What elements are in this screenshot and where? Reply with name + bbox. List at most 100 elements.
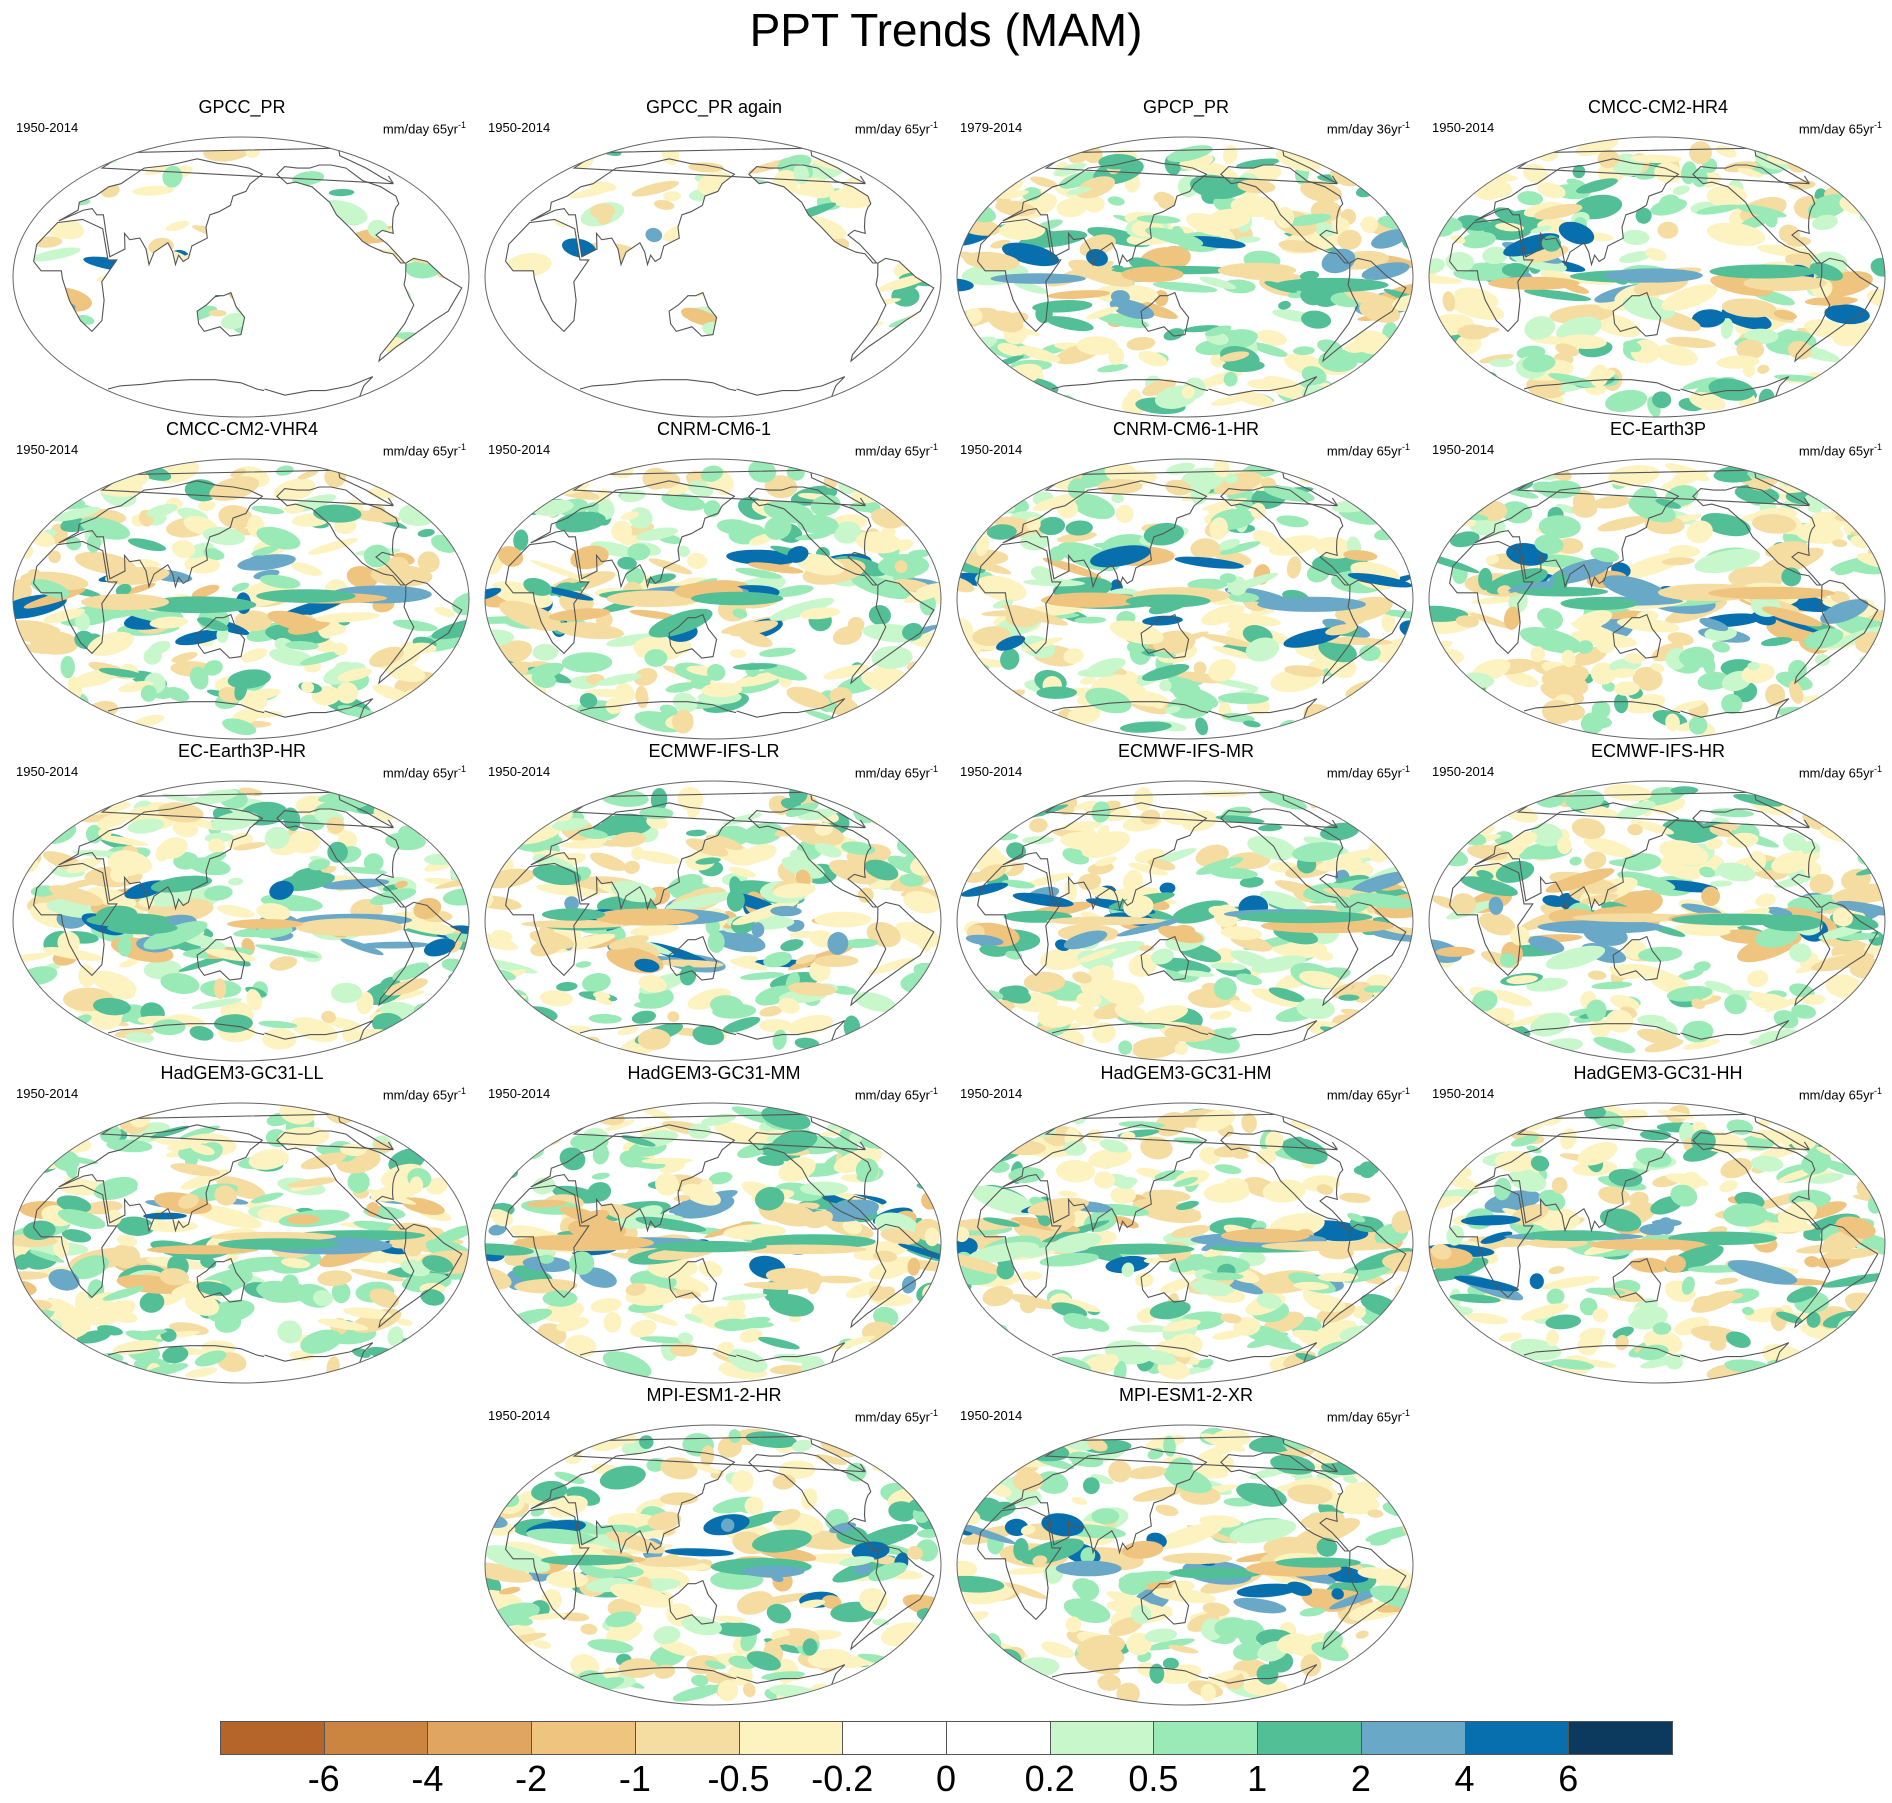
trend-patch — [1579, 1327, 1606, 1342]
trend-patch — [356, 991, 374, 1015]
trend-patch — [1036, 1471, 1069, 1494]
trend-patch — [1747, 467, 1782, 479]
trend-patch — [653, 1626, 681, 1645]
trend-patch — [1066, 187, 1092, 195]
trend-patch — [1152, 281, 1218, 293]
trend-patch — [1681, 161, 1697, 185]
trend-patch — [1853, 175, 1885, 192]
panel-units: mm/day 65yr-1 — [383, 117, 466, 137]
trend-patch — [667, 482, 694, 496]
trend-patch — [833, 1148, 883, 1174]
panel-units-main: mm/day 36yr — [1326, 121, 1402, 137]
coastline-antarctica — [1051, 376, 1318, 397]
trend-patch — [1773, 309, 1797, 320]
trend-patch — [1787, 388, 1806, 412]
trend-patch — [723, 1224, 787, 1240]
coastline-north-america — [1692, 1130, 1822, 1230]
trend-patch — [973, 714, 1021, 733]
trend-patch — [1689, 141, 1712, 165]
trend-patch — [780, 939, 804, 952]
trend-patch — [1001, 879, 1035, 889]
trend-band — [1087, 1243, 1195, 1255]
trend-patch — [975, 791, 1007, 811]
trend-patch — [1097, 364, 1128, 373]
trend-patch — [1652, 391, 1672, 409]
panel-period: 1950-2014 — [1432, 442, 1495, 457]
trend-patch — [1439, 1349, 1478, 1373]
trend-patch — [1038, 1215, 1051, 1227]
trend-patch — [692, 1025, 725, 1046]
trend-patch — [1526, 1145, 1542, 1154]
trend-patch — [680, 307, 720, 327]
trend-patch — [1820, 706, 1866, 731]
coastline-greenland — [572, 791, 866, 829]
coastline-asia-europe — [58, 158, 264, 267]
trend-patch — [485, 1675, 508, 1694]
trend-patch — [1778, 329, 1794, 340]
trend-patch — [1720, 318, 1734, 339]
trend-band — [1169, 1567, 1263, 1579]
trend-patch — [1450, 531, 1480, 548]
trend-patch — [957, 1020, 984, 1041]
trend-patch — [1018, 1033, 1040, 1043]
trend-patch — [500, 1449, 513, 1462]
trend-patch — [1442, 152, 1492, 164]
trend-patch — [1199, 1515, 1242, 1528]
trend-patch — [1181, 385, 1195, 399]
coastline-australia — [668, 613, 718, 659]
coastline-south-america — [378, 579, 463, 685]
trend-patch — [1389, 798, 1413, 812]
trend-patch — [172, 819, 199, 838]
trend-patch — [230, 468, 246, 478]
trend-patch — [867, 154, 911, 171]
trend-patch — [637, 1028, 671, 1050]
trend-patch — [106, 1209, 122, 1225]
trend-patch — [1251, 988, 1301, 1008]
trend-patch — [1623, 340, 1642, 353]
coastline-australia — [1612, 935, 1662, 981]
trend-patch — [833, 521, 862, 544]
colorbar-box — [1153, 1721, 1259, 1755]
trend-patch — [1023, 971, 1066, 993]
trend-patch — [88, 397, 112, 409]
trend-patch — [722, 813, 762, 826]
trend-patch — [786, 686, 831, 709]
trend-patch — [1001, 604, 1068, 626]
trend-patch — [728, 1429, 741, 1443]
trend-patch — [872, 1618, 889, 1627]
trend-patch — [1699, 866, 1715, 878]
trend-patch — [1446, 388, 1491, 403]
trend-patch — [732, 663, 778, 670]
trend-patch — [1530, 823, 1563, 847]
panel-title: ECMWF-IFS-HR — [1591, 741, 1725, 761]
trend-patch — [1670, 786, 1699, 795]
trend-patch — [1499, 952, 1517, 968]
coastline-africa — [977, 1506, 1062, 1621]
trend-patch — [1542, 895, 1567, 907]
trend-patch — [1723, 1203, 1769, 1227]
trend-patch — [494, 1136, 525, 1156]
coastlines — [1449, 1113, 1879, 1363]
trend-patch — [1031, 712, 1051, 724]
colorbar-label: -2 — [515, 1758, 548, 1799]
trend-patch — [1571, 818, 1606, 840]
trend-patch — [492, 929, 513, 942]
trend-patch — [190, 1143, 215, 1156]
trend-patch — [863, 1107, 896, 1131]
trend-patch — [336, 682, 359, 704]
trend-patch — [13, 717, 52, 733]
trend-patch — [13, 526, 29, 550]
trend-patch — [1159, 882, 1176, 895]
trend-patch — [1038, 516, 1066, 536]
trend-patch — [1152, 1587, 1216, 1604]
trend-patch — [619, 1150, 642, 1168]
trend-patch — [1015, 1107, 1063, 1128]
trend-patch — [1300, 1511, 1345, 1529]
trend-patch — [1460, 876, 1518, 897]
trend-patch — [759, 1018, 793, 1033]
trend-patch — [297, 470, 318, 480]
panel-units-exponent: -1 — [457, 1086, 466, 1096]
trend-patch — [423, 808, 446, 817]
trend-patch — [74, 551, 137, 575]
trend-patch — [1199, 276, 1237, 290]
